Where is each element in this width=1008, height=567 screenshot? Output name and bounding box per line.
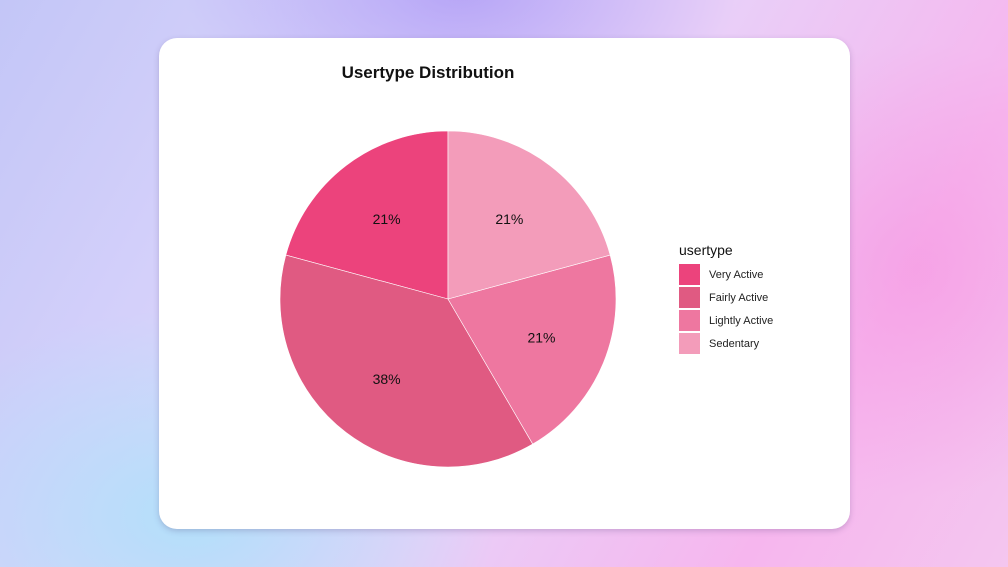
pie-slice-lightly-active xyxy=(447,254,617,445)
pie-chart: 21% 38% 21% 21% xyxy=(279,130,617,468)
chart-card: Usertype Distribution 21% 38% 21% 21% usert… xyxy=(159,38,850,529)
legend: usertype Very Active Fairly Active Light… xyxy=(679,242,773,355)
slice-percent-label: 38% xyxy=(373,371,401,387)
legend-item-sedentary: Sedentary xyxy=(679,332,773,355)
legend-item-very-active: Very Active xyxy=(679,263,773,286)
legend-swatch xyxy=(679,287,700,308)
legend-label: Very Active xyxy=(709,268,764,281)
legend-label: Lightly Active xyxy=(709,314,774,327)
slice-percent-label: 21% xyxy=(373,211,401,227)
pie-slice-sedentary xyxy=(447,130,611,300)
legend-swatch xyxy=(679,264,700,285)
legend-label: Fairly Active xyxy=(709,291,769,304)
legend-item-fairly-active: Fairly Active xyxy=(679,286,773,309)
pie-slice-fairly-active xyxy=(279,254,534,468)
legend-title: usertype xyxy=(679,242,733,258)
pie-slice-very-active xyxy=(285,130,449,300)
slice-percent-label: 21% xyxy=(527,329,555,345)
chart-title: Usertype Distribution xyxy=(341,63,515,82)
legend-swatch xyxy=(679,333,700,354)
slice-percent-label: 21% xyxy=(495,211,523,227)
legend-label: Sedentary xyxy=(709,337,760,350)
legend-item-lightly-active: Lightly Active xyxy=(679,309,773,332)
legend-swatch xyxy=(679,310,700,331)
